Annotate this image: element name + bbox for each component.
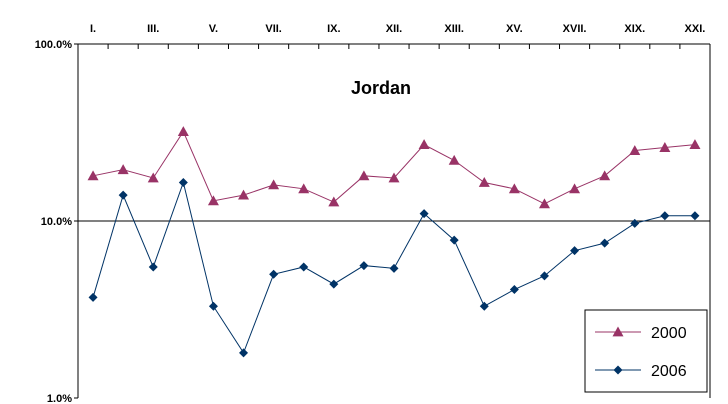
x-tick-label: XV. bbox=[506, 23, 523, 35]
data-point bbox=[299, 262, 309, 272]
series-2000 bbox=[87, 126, 701, 209]
data-point bbox=[508, 183, 520, 194]
x-tick-label: XVII. bbox=[563, 23, 587, 35]
y-tick-label: 1.0% bbox=[47, 393, 72, 404]
data-point bbox=[478, 177, 490, 187]
data-point bbox=[509, 285, 519, 295]
data-point bbox=[690, 211, 700, 221]
y-tick-label: 100.0% bbox=[35, 39, 73, 51]
chart-title: Jordan bbox=[351, 78, 411, 98]
data-point bbox=[569, 183, 581, 194]
data-point bbox=[148, 262, 158, 272]
data-point bbox=[208, 301, 218, 311]
data-point bbox=[630, 218, 640, 228]
data-point bbox=[599, 170, 611, 181]
data-point bbox=[613, 365, 623, 375]
chart-axes bbox=[74, 43, 711, 399]
data-point bbox=[689, 139, 701, 150]
data-point bbox=[612, 326, 624, 337]
data-point bbox=[88, 292, 98, 302]
data-point bbox=[539, 271, 549, 281]
legend-box bbox=[584, 309, 708, 393]
data-point bbox=[629, 145, 641, 155]
legend-item: 2000 bbox=[595, 325, 687, 342]
data-point bbox=[239, 348, 249, 358]
legend-label: 2000 bbox=[651, 325, 687, 342]
legend: 2000 2006 bbox=[584, 309, 708, 393]
data-point bbox=[570, 246, 580, 256]
data-point bbox=[118, 190, 128, 200]
legend-label: 2006 bbox=[651, 363, 687, 380]
data-point bbox=[269, 269, 279, 279]
data-point bbox=[328, 196, 340, 207]
data-point bbox=[177, 126, 189, 136]
data-point bbox=[600, 238, 610, 248]
x-tick-label: IX. bbox=[327, 23, 340, 35]
data-point bbox=[660, 211, 670, 221]
y-tick-label: 10.0% bbox=[41, 216, 72, 228]
x-tick-label: V. bbox=[209, 23, 218, 35]
series-line bbox=[92, 130, 696, 205]
data-point bbox=[238, 189, 250, 200]
data-point bbox=[178, 178, 188, 188]
x-tick-label: XIX. bbox=[624, 23, 645, 35]
data-point bbox=[479, 301, 489, 311]
x-tick-label: XIII. bbox=[444, 23, 464, 35]
data-point bbox=[147, 172, 159, 183]
series-layer bbox=[87, 126, 701, 358]
data-point bbox=[418, 139, 430, 150]
data-point bbox=[419, 209, 429, 219]
y-axis-labels: 100.0% 10.0% 1.0% bbox=[35, 39, 73, 404]
x-tick-label: XXI. bbox=[685, 23, 706, 35]
data-point bbox=[207, 195, 219, 206]
x-tick-label: I. bbox=[90, 23, 96, 35]
x-tick-label: VII. bbox=[265, 23, 282, 35]
x-axis-labels: I. III. V. VII. IX. XII. XIII. XV. XVII. XIX. XXI. bbox=[90, 23, 705, 35]
data-point bbox=[659, 142, 671, 152]
data-point bbox=[388, 172, 400, 183]
x-tick-label: III. bbox=[147, 23, 159, 35]
series-2006 bbox=[88, 178, 700, 358]
data-point bbox=[448, 154, 460, 165]
data-point bbox=[329, 279, 339, 289]
data-point bbox=[298, 183, 310, 194]
data-point bbox=[359, 261, 369, 271]
data-point bbox=[538, 198, 550, 209]
data-point bbox=[449, 235, 459, 245]
data-point bbox=[358, 170, 370, 181]
data-point bbox=[117, 164, 129, 175]
data-point bbox=[389, 263, 399, 273]
data-point bbox=[87, 170, 99, 181]
x-tick-label: XII. bbox=[386, 23, 403, 35]
data-point bbox=[268, 179, 280, 190]
legend-item: 2006 bbox=[595, 363, 687, 380]
